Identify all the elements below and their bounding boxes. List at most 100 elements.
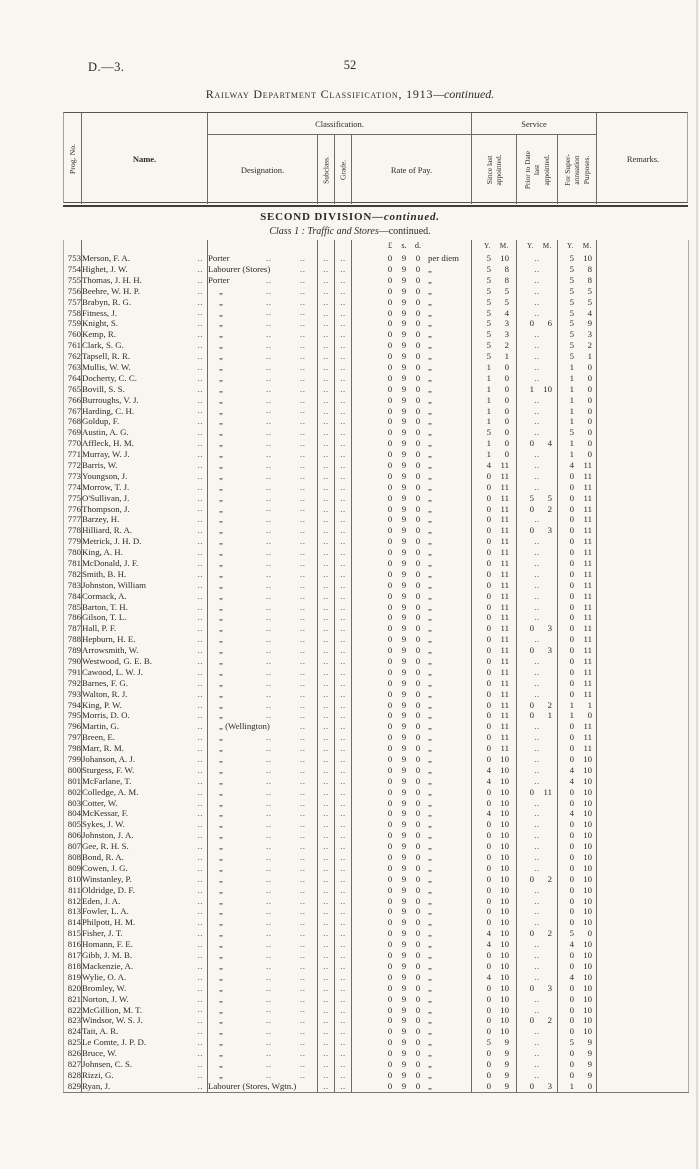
rate-of-pay-cell: 0 9 0 „: [351, 274, 472, 286]
prior-date-cell: ..: [516, 917, 558, 929]
since-last-cell: 4 10: [471, 764, 517, 776]
remarks-cell: [597, 983, 689, 994]
table-row: 764 Docherty, C. C... „........ 0 9 0 „ 1 0.. 1 0: [63, 372, 689, 384]
name-cell: McGillion, M. T...: [81, 1004, 208, 1016]
remarks-cell: [597, 874, 689, 885]
remarks-cell: [597, 340, 689, 351]
prog-no-cell: 762: [63, 351, 82, 362]
designation-cell: „....: [207, 645, 318, 656]
prog-no-cell: 766: [63, 394, 82, 406]
since-last-cell: 0 10: [471, 960, 517, 972]
subclass-cell: ..: [317, 688, 335, 700]
designation-cell: „....: [207, 285, 318, 297]
subclass-cell: ..: [317, 1004, 335, 1016]
remarks-cell: [597, 416, 689, 427]
designation-cell: „....: [207, 677, 318, 689]
superannuation-cell: 0 10: [557, 895, 597, 907]
table-row: 788 Hepburn, H. E... „........ 0 9 0 „ 0 11.. 0 11: [63, 634, 689, 646]
designation-cell: „....: [207, 917, 318, 929]
since-last-cell: 0 11: [471, 634, 517, 646]
prior-date-cell: ..: [516, 960, 558, 972]
name-cell: Cawood, L. W. J...: [81, 666, 208, 678]
name-cell: Fitness, J...: [81, 307, 208, 319]
designation-cell: „....: [207, 982, 318, 994]
subclass-cell: ..: [317, 830, 335, 842]
prog-no-cell: 776: [63, 503, 82, 515]
subclass-cell: ..: [317, 950, 335, 961]
prior-date-cell: ..: [516, 851, 558, 863]
subclass-cell: ..: [317, 753, 335, 765]
prog-no-cell: 810: [63, 873, 82, 885]
superannuation-cell: 0 11: [557, 732, 597, 744]
remarks-cell: [597, 1048, 689, 1059]
name-cell: Johanson, A. J...: [81, 753, 208, 765]
designation-cell: „....: [207, 710, 318, 722]
subclass-cell: ..: [317, 841, 335, 852]
subclass-cell: ..: [317, 427, 335, 439]
name-cell: Brabyn, R. G...: [81, 296, 208, 308]
grade-cell: ..: [334, 960, 352, 972]
designation-cell: „....: [207, 438, 318, 450]
table-row: 802 Colledge, A. M... „........ 0 9 0 „ 0 10 0 11 0…: [63, 786, 689, 798]
rate-of-pay-cell: 0 9 0 „: [351, 296, 472, 308]
since-last-cell: 0 11: [471, 688, 517, 700]
subclass-cell: ..: [317, 677, 335, 689]
table-body: £ s. d. Y. M. Y. M. Y. M. 753 Merson, F. A... Porte…: [63, 240, 689, 1093]
name-cell: McKessar, F...: [81, 808, 208, 820]
prior-date-cell: ..: [516, 895, 558, 907]
name-cell: Gilson, T. L...: [81, 612, 208, 624]
designation-cell: „....: [207, 830, 318, 842]
superannuation-cell: 0 11: [557, 481, 597, 493]
prior-date-cell: ..: [516, 470, 558, 482]
superannuation-cell: 0 10: [557, 862, 597, 874]
header-remarks: Remarks.: [626, 153, 660, 164]
grade-cell: ..: [334, 928, 352, 940]
table-row: 759 Knight, S... „........ 0 9 0 „ 5 3 0 6 5 9: [63, 318, 689, 330]
grade-cell: ..: [334, 830, 352, 842]
superannuation-cell: 0 11: [557, 634, 597, 646]
table-header: Prog. No. Name. Classification. Service …: [63, 112, 688, 204]
name-cell: Sturgess, F. W...: [81, 764, 208, 776]
remarks-cell: [597, 405, 689, 416]
prog-no-cell: 817: [63, 950, 82, 961]
name-cell: Martin, G...: [81, 721, 208, 733]
table-row: 758 Fitness, J... „........ 0 9 0 „ 5 4.. 5 4: [63, 307, 689, 319]
subclass-cell: ..: [317, 655, 335, 667]
superannuation-cell: 0 11: [557, 492, 597, 504]
table-row: 780 King, A. H... „........ 0 9 0 „ 0 11.. 0 11: [63, 547, 689, 558]
subclass-cell: ..: [317, 601, 335, 613]
rate-of-pay-cell: 0 9 0 „: [351, 666, 472, 678]
prior-date-cell: ..: [516, 427, 558, 439]
remarks-cell: [597, 558, 689, 569]
table-row: 753 Merson, F. A... Porter........ 0 9 0 per d…: [63, 253, 689, 264]
superannuation-cell: 0 11: [557, 743, 597, 754]
since-last-cell: 0 11: [471, 623, 517, 635]
subheader-cell: [81, 240, 208, 253]
superannuation-cell: 0 10: [557, 851, 597, 863]
grade-cell: ..: [334, 971, 352, 983]
designation-cell: „....: [207, 819, 318, 831]
grade-cell: ..: [334, 274, 352, 286]
rate-of-pay-cell: 0 9 0 „: [351, 405, 472, 417]
remarks-cell: [597, 721, 689, 732]
designation-cell: „....: [207, 634, 318, 646]
subclass-cell: ..: [317, 405, 335, 417]
grade-cell: ..: [334, 1004, 352, 1016]
grade-cell: ..: [334, 438, 352, 450]
grade-cell: ..: [334, 895, 352, 907]
subclass-cell: ..: [317, 470, 335, 482]
prog-no-cell: 761: [63, 340, 82, 352]
prior-date-cell: ..: [516, 459, 558, 471]
name-cell: Hilliard, R. A...: [81, 525, 208, 537]
subclass-cell: ..: [317, 721, 335, 733]
remarks-cell: [597, 482, 689, 493]
name-cell: Colledge, A. M...: [81, 786, 208, 798]
